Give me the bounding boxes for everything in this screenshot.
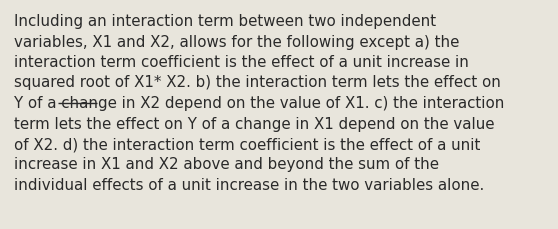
Text: interaction term coefficient is the effect of a unit increase in: interaction term coefficient is the effe… — [14, 55, 469, 70]
Text: of X2. d) the interaction term coefficient is the effect of a unit: of X2. d) the interaction term coefficie… — [14, 136, 480, 151]
Text: Including an interaction term between two independent: Including an interaction term between tw… — [14, 14, 436, 29]
Text: individual effects of a unit increase in the two variables alone.: individual effects of a unit increase in… — [14, 177, 484, 192]
Text: Y of a change in X2 depend on the value of X1. c) the interaction: Y of a change in X2 depend on the value … — [14, 95, 504, 111]
Text: increase in X1 and X2 above and beyond the sum of the: increase in X1 and X2 above and beyond t… — [14, 157, 439, 172]
Text: variables, X1 and X2, allows for the following except a) the: variables, X1 and X2, allows for the fol… — [14, 34, 459, 49]
Text: term lets the effect on Y of a change in X1 depend on the value: term lets the effect on Y of a change in… — [14, 116, 494, 131]
Text: squared root of X1* X2. b) the interaction term lets the effect on: squared root of X1* X2. b) the interacti… — [14, 75, 501, 90]
